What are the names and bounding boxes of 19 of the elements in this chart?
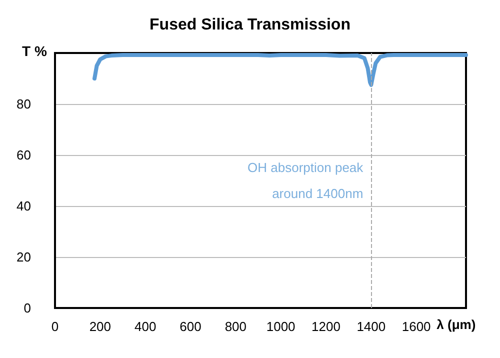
x-tick-label: 1600 — [402, 319, 431, 334]
x-tick-label: 1000 — [266, 319, 296, 334]
x-tick-label: 400 — [134, 319, 156, 334]
line-series — [92, 53, 468, 87]
y-tick-label: 60 — [16, 148, 31, 162]
x-tick-label: 1400 — [356, 319, 386, 334]
y-axis-title: T % — [22, 43, 48, 59]
chart-title: Fused Silica Transmission — [150, 16, 350, 34]
x-tick-label: 1200 — [312, 319, 340, 334]
x-tick-label: 800 — [224, 319, 247, 334]
x-axis-title: λ (μm) — [436, 317, 476, 332]
x-tick-label: 600 — [180, 319, 202, 334]
y-tick-label: 0 — [24, 300, 31, 316]
annotation: OH absorption peak around 1400nm — [248, 160, 364, 201]
y-tick-label: 20 — [16, 250, 31, 264]
y-tick-label: 40 — [16, 198, 31, 214]
y-tick-label: 80 — [16, 96, 31, 112]
x-tick-label: 200 — [89, 319, 112, 334]
x-tick-label: 0 — [51, 319, 59, 334]
